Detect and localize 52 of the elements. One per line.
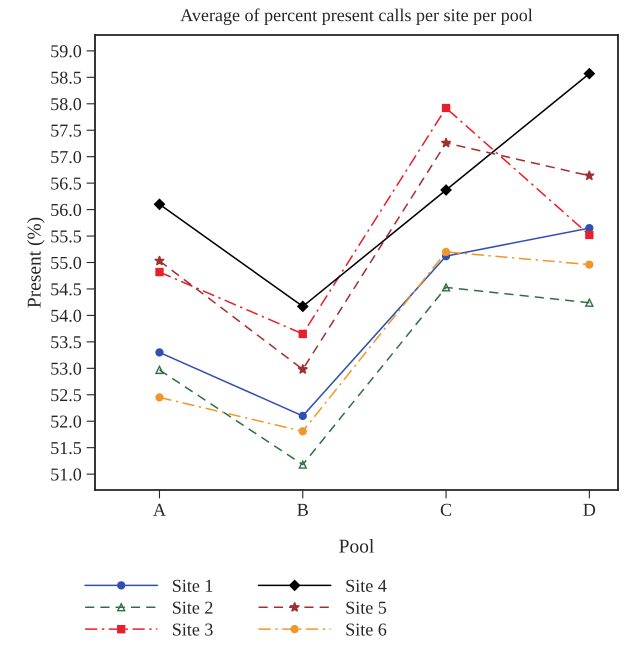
chart-title: Average of percent present calls per site per pool (180, 8, 532, 26)
y-tick-label: 52.0 (51, 415, 82, 428)
point (585, 298, 594, 307)
x-tick-label: D (583, 504, 596, 516)
y-tick-label: 54.0 (51, 310, 82, 322)
point (155, 348, 164, 357)
y-tick-label: 58.0 (51, 98, 82, 110)
y-tick-label: 53.5 (51, 336, 82, 348)
legend-label: Site 1 (172, 580, 212, 592)
y-tick-label: 55.5 (51, 230, 82, 243)
legend-label: Site 5 (346, 602, 386, 614)
point (442, 283, 450, 292)
legend-label: Site 2 (172, 602, 212, 614)
point (298, 330, 307, 338)
point (154, 198, 166, 210)
legend-label: Site 4 (346, 580, 387, 592)
y-tick-label: 56.5 (51, 177, 82, 190)
y-tick-label: 58.5 (51, 72, 82, 84)
point (440, 184, 452, 196)
legend-label: Site 6 (346, 624, 386, 636)
point (585, 230, 594, 240)
x-tick-label: B (297, 504, 308, 516)
point (440, 137, 452, 148)
y-tick-label: 51.0 (51, 468, 82, 481)
point (154, 255, 165, 266)
y-tick-label: 56.0 (51, 204, 82, 216)
y-tick-label: 55.0 (51, 256, 82, 270)
point (584, 170, 595, 180)
y-tick-label: 52.5 (51, 389, 82, 402)
x-tick-label: C (440, 504, 452, 516)
point (585, 260, 594, 269)
point (298, 412, 307, 420)
point (584, 68, 595, 80)
point (155, 268, 164, 276)
y-tick-label: 53.0 (51, 362, 82, 375)
point (297, 300, 308, 312)
legend-label: Site 3 (172, 624, 213, 636)
point (442, 248, 450, 256)
point (297, 364, 308, 374)
point (298, 460, 307, 469)
y-tick-label: 59.0 (51, 45, 82, 58)
y-tick-label: 54.5 (51, 283, 82, 296)
y-tick-label: 57.5 (51, 124, 82, 137)
point (442, 104, 450, 112)
y-tick-label: 51.5 (51, 442, 82, 454)
point (155, 366, 164, 374)
y-tick-label: 57.0 (51, 150, 82, 164)
y-axis-title: Present (%) (27, 218, 45, 308)
x-tick-label: A (153, 504, 166, 516)
point (298, 427, 307, 436)
x-axis-title: Pool (339, 539, 374, 553)
point (155, 393, 164, 402)
